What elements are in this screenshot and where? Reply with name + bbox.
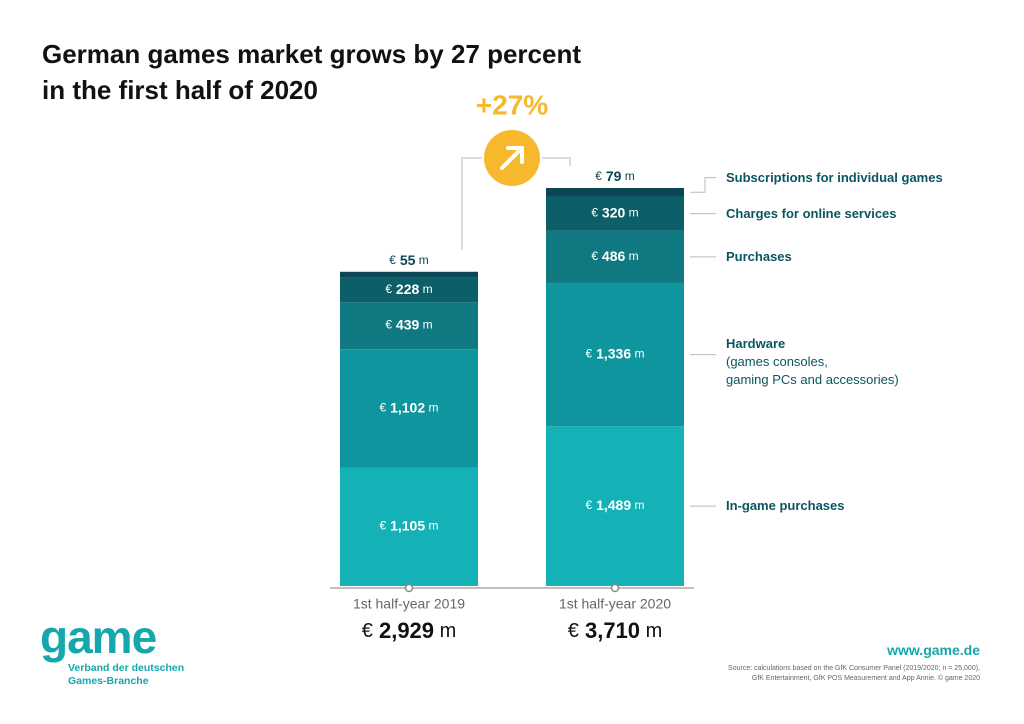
total-label: € 3,710 m <box>568 618 663 643</box>
value-label: € 1,489 m <box>586 497 645 513</box>
value-label: € 320 m <box>591 204 638 220</box>
value-label: € 1,102 m <box>380 399 439 415</box>
bar-segment <box>546 426 684 586</box>
chart-title: German games market grows by 27 percent … <box>42 39 582 105</box>
legend-entry: In-game purchases <box>726 497 845 515</box>
bar-segment <box>340 302 478 350</box>
legend-label: Charges for online services <box>726 205 897 221</box>
tagline: Verband der deutschen Games-Branche <box>68 662 185 687</box>
growth-arrow <box>500 146 524 170</box>
connector <box>461 157 571 250</box>
axis-marker <box>404 583 414 593</box>
value-label: € 1,336 m <box>586 345 645 361</box>
legend-label: In-game purchases <box>726 498 845 514</box>
value-label: € 486 m <box>591 248 638 264</box>
growth-annotation: +27% <box>476 89 548 120</box>
value-label: € 79 m <box>595 168 635 184</box>
value-label: € 55 m <box>389 251 429 267</box>
legend-label: Hardware <box>726 335 786 351</box>
source-note: Source: calculations based on the GfK Co… <box>728 665 980 682</box>
bar-segment <box>340 349 478 468</box>
bar-segment <box>546 230 684 283</box>
website: www.game.de <box>887 642 980 658</box>
x-tick-label: 1st half-year 2019 <box>353 596 465 612</box>
bar-segment <box>340 277 478 303</box>
legend-label: Purchases <box>726 248 792 264</box>
axis-marker <box>610 583 620 593</box>
legend-connector <box>690 177 716 193</box>
value-label: € 439 m <box>385 316 432 332</box>
legend-entry: Subscriptions for individual games <box>726 169 943 187</box>
legend-label: Subscriptions for individual games <box>726 169 943 185</box>
value-label: € 1,105 m <box>380 517 439 533</box>
legend-description: (games consoles, gaming PCs and accessor… <box>726 353 899 387</box>
bar-segment <box>546 196 684 231</box>
bar-segment <box>546 188 684 197</box>
bar-segment <box>340 467 478 586</box>
legend-entry: Purchases <box>726 248 792 266</box>
total-label: € 2,929 m <box>362 618 457 643</box>
bar-segment <box>546 282 684 427</box>
x-tick-label: 1st half-year 2020 <box>559 596 671 612</box>
legend-entry: Charges for online services <box>726 205 897 223</box>
value-label: € 228 m <box>385 281 432 297</box>
legend-entry: Hardware (games consoles, gaming PCs and … <box>726 335 899 389</box>
logo: game <box>40 611 157 663</box>
bar-segment <box>340 271 478 278</box>
